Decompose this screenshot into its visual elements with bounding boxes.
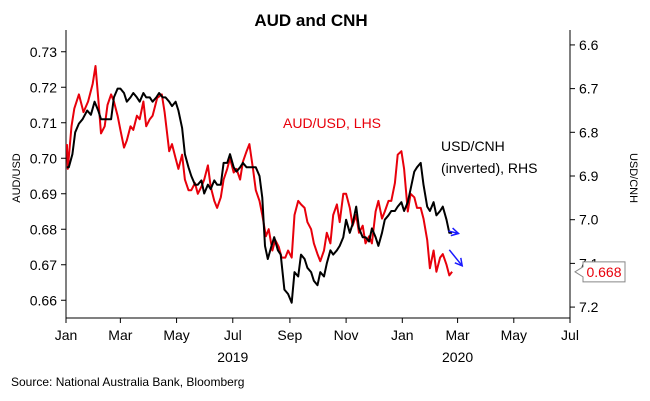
right-tick-label: 6.9 [579, 168, 599, 184]
arrow-head [450, 227, 461, 237]
x-tick-label: May [501, 327, 527, 343]
left-tick-label: 0.73 [30, 44, 57, 60]
right-axis-label: USD/CNH [627, 153, 639, 203]
last-value-callout: 0.668 [574, 261, 626, 283]
last-value-label: 0.668 [586, 264, 621, 280]
left-tick-label: 0.72 [30, 79, 57, 95]
usd-cnh-line [66, 87, 453, 304]
series-layer [65, 65, 453, 304]
axes: 0.66 0.67 0.68 0.69 0.70 0.71 0.72 0.73 6.6 6.7 6.… [30, 30, 599, 365]
right-tick-label: 7.2 [579, 299, 599, 315]
right-tick-label: 6.8 [579, 124, 599, 140]
right-tick-label: 6.6 [579, 37, 599, 53]
left-tick-label: 0.66 [30, 292, 57, 308]
right-tick-label: 6.7 [579, 81, 599, 97]
arrow-head [454, 257, 464, 268]
left-tick-label: 0.68 [30, 221, 57, 237]
x-tick-label: Nov [334, 327, 359, 343]
left-tick-label: 0.70 [30, 150, 57, 166]
left-tick-label: 0.67 [30, 257, 57, 273]
x-tick-label: Jul [224, 327, 242, 343]
x-tick-label: Sep [277, 327, 302, 343]
x-tick-label: Mar [446, 327, 470, 343]
arrow-shaft [448, 249, 463, 267]
annotation-arrows [448, 227, 464, 268]
left-axis-label: AUD/USD [11, 153, 23, 203]
last-value-callout-box [574, 261, 626, 283]
right-tick-label: 7.0 [579, 212, 599, 228]
left-tick-label: 0.69 [30, 186, 57, 202]
year-label: 2019 [217, 349, 248, 365]
left-tick-label: 0.71 [30, 115, 57, 131]
cnh-series-label-line2: (inverted), RHS [441, 160, 537, 176]
source-note: Source: National Australia Bank, Bloombe… [11, 375, 245, 389]
chart-title: AUD and CNH [254, 11, 367, 30]
year-label: 2020 [442, 349, 473, 365]
cnh-series-label-line1: USD/CNH [441, 138, 505, 154]
aud-series-label: AUD/USD, LHS [283, 115, 381, 131]
x-tick-label: Mar [108, 327, 132, 343]
x-tick-label: May [163, 327, 189, 343]
x-tick-label: Jan [55, 327, 78, 343]
x-tick-label: Jul [561, 327, 579, 343]
arrow-shaft [448, 230, 459, 235]
x-tick-label: Jan [391, 327, 414, 343]
